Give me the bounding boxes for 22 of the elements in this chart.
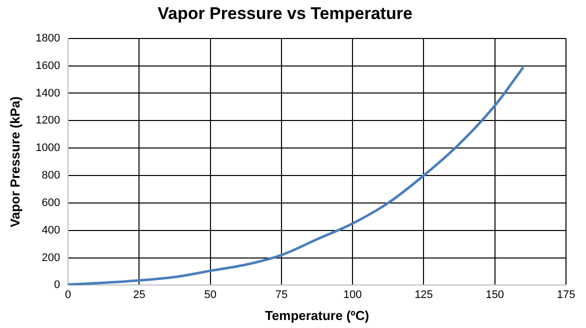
y-tick-label: 800 [42, 170, 60, 182]
x-tick-label: 75 [275, 288, 288, 301]
y-tick-label: 1200 [36, 114, 60, 127]
y-tick-label: 0 [54, 279, 60, 292]
x-axis-title: Temperature (ºC) [264, 308, 370, 323]
y-tick-label: 1800 [36, 32, 60, 44]
x-tick-label: 150 [486, 288, 504, 301]
chart-title: Vapor Pressure vs Temperature [158, 4, 412, 23]
y-tick-label: 400 [42, 224, 60, 236]
y-tick-label: 1600 [36, 60, 60, 72]
y-tick-label: 600 [42, 196, 60, 209]
x-tick-label: 100 [343, 288, 362, 301]
y-axis-title: Vapor Pressure (kPa) [7, 96, 22, 228]
y-tick-label: 1000 [36, 142, 60, 154]
x-tick-label: 25 [133, 288, 146, 301]
x-tick-label: 0 [65, 288, 72, 301]
x-tick-label: 125 [414, 288, 433, 301]
x-tick-label: 175 [556, 288, 576, 301]
y-tick-label: 1400 [36, 87, 60, 100]
x-tick-label: 50 [204, 288, 216, 301]
line-series [68, 66, 525, 286]
y-tick-label: 200 [42, 252, 60, 264]
